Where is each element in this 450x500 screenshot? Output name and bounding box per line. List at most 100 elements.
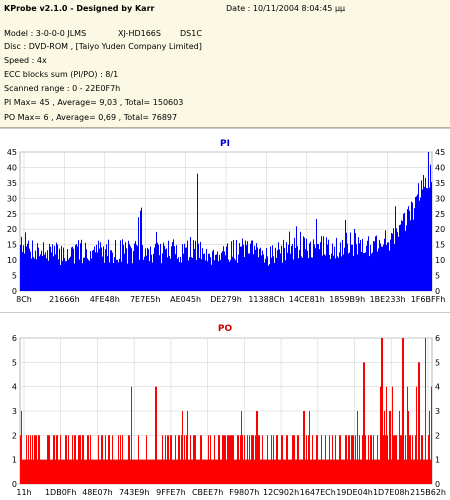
po-bar (136, 459, 137, 484)
pi-bar (241, 246, 242, 291)
pi-bar (38, 247, 39, 291)
po-bar (364, 362, 365, 484)
po-bar (134, 459, 135, 484)
pi-bar (329, 254, 330, 291)
po-bar (345, 435, 346, 484)
pi-bar (103, 246, 104, 291)
po-bar (260, 459, 261, 484)
pi-bar (231, 241, 232, 291)
pi-bar (95, 252, 96, 291)
pi-bar (365, 252, 366, 291)
pi-bar (78, 240, 79, 291)
po-bar (124, 459, 125, 484)
y-tick-label-left: 25 (7, 210, 17, 219)
po-bar (324, 459, 325, 484)
po-bar (400, 435, 401, 484)
pi-bar (43, 242, 44, 291)
po-bar (144, 459, 145, 484)
pi-bar (406, 225, 407, 291)
pi-bar (218, 261, 219, 291)
po-series (20, 338, 432, 484)
pi-bar (286, 242, 287, 291)
po-bar (293, 435, 294, 484)
po-bar (95, 459, 96, 484)
pi-bar (391, 232, 392, 291)
pi-bar (128, 240, 129, 291)
pi-bar (198, 243, 199, 291)
po-bar (417, 459, 418, 484)
pi-bar (252, 240, 253, 291)
po-bar (59, 459, 60, 484)
pi-bar (293, 259, 294, 291)
pi-bar (393, 228, 394, 291)
po-bar (84, 459, 85, 484)
pi-bar (73, 248, 74, 291)
pi-bar (207, 261, 208, 291)
po-bar (122, 435, 123, 484)
pi-bar (68, 259, 69, 291)
po-bar (388, 459, 389, 484)
po-bar (27, 459, 28, 484)
po-bar (356, 459, 357, 484)
pi-bar (411, 201, 412, 291)
po-bar (137, 459, 138, 484)
po-bar (304, 411, 305, 484)
pi-bar (89, 261, 90, 291)
po-bar (335, 435, 336, 484)
po-bar (414, 459, 415, 484)
y-tick-label-left: 10 (7, 256, 17, 265)
pi-bar (40, 254, 41, 291)
pi-bar (352, 244, 353, 291)
pi-bar (124, 253, 125, 291)
pi-bar (25, 232, 26, 291)
pi-bar (200, 241, 201, 291)
po-bar (308, 435, 309, 484)
pi-bar (172, 242, 173, 291)
pi-bar (27, 243, 28, 291)
pi-bar (305, 249, 306, 291)
x-tick-label: 1DB0Fh (45, 488, 77, 497)
pi-bar (271, 257, 272, 291)
po-bar (316, 435, 317, 484)
po-bar (262, 435, 263, 484)
y-tick-label-right: 5 (435, 272, 440, 281)
y-tick-label-right: 45 (435, 148, 445, 157)
pi-bar (350, 232, 351, 291)
po-bar (307, 459, 308, 484)
po-bar (320, 459, 321, 484)
po-bar (423, 459, 424, 484)
po-bar (130, 459, 131, 484)
po-bar (325, 435, 326, 484)
pi-bar (367, 240, 368, 291)
pi-bar (199, 257, 200, 291)
po-bar (31, 459, 32, 484)
po-bar (381, 338, 382, 484)
po-bar (382, 338, 383, 484)
pi-bar (155, 243, 156, 291)
pi-bar (255, 249, 256, 291)
drive-model: XJ-HD166S (118, 29, 161, 38)
po-bar (267, 435, 268, 484)
pi-bar (113, 263, 114, 291)
po-bar (121, 459, 122, 484)
po-bar (341, 459, 342, 484)
po-bar (118, 435, 119, 484)
pi-bar (273, 256, 274, 291)
po-bar (280, 459, 281, 484)
pi-bar (292, 243, 293, 291)
po-bar (170, 435, 171, 484)
pi-bar (197, 173, 198, 291)
po-bar (197, 459, 198, 484)
po-bar (295, 459, 296, 484)
pi-bar (24, 253, 25, 291)
pi-bar (402, 221, 403, 291)
pi-bar (30, 251, 31, 291)
pi-bar (99, 248, 100, 291)
po-bar (258, 435, 259, 484)
x-tick-label: 14CE81h (289, 295, 325, 304)
po-bar (120, 435, 121, 484)
pi-bar (381, 246, 382, 291)
po-bar (399, 411, 400, 484)
po-bar (97, 459, 98, 484)
pi-bar (320, 242, 321, 291)
